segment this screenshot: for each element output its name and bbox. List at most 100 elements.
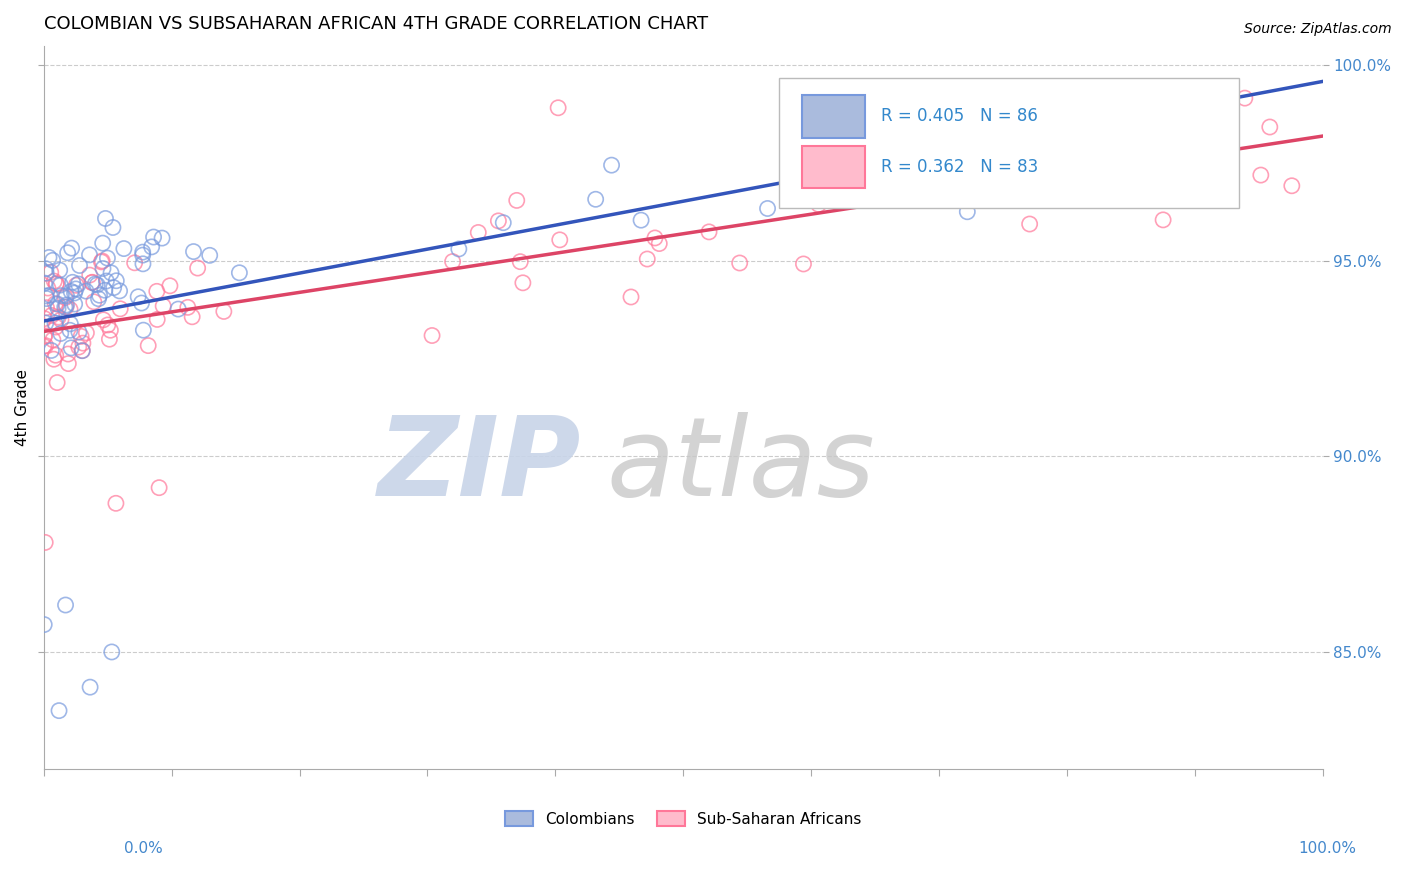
Point [72,336,94,351]
Point [104,496,127,510]
Point [91,254,114,268]
Point [55,289,77,303]
FancyBboxPatch shape [803,95,865,137]
Point [101,220,124,235]
Point [228,266,250,280]
Point [63,297,86,311]
Point [112,242,135,256]
Point [48,704,70,718]
Point [150,231,173,245]
Point [131,245,153,260]
Point [845,145,868,160]
Point [547,101,569,115]
Point [35,301,58,315]
Point [1115,131,1137,145]
Point [44,296,66,310]
Point [1105,82,1128,96]
Point [34,311,56,326]
Text: Source: ZipAtlas.com: Source: ZipAtlas.com [1244,22,1392,37]
Point [41,343,63,358]
Point [35,266,58,280]
Legend: Colombians, Sub-Saharan Africans: Colombians, Sub-Saharan Africans [505,811,862,827]
Text: COLOMBIAN VS SUBSAHARAN AFRICAN 4TH GRADE CORRELATION CHART: COLOMBIAN VS SUBSAHARAN AFRICAN 4TH GRAD… [44,15,709,33]
Point [63,285,86,300]
Point [509,254,531,268]
Point [467,226,489,240]
Point [46,376,69,390]
Point [34,276,56,290]
Point [35,261,58,276]
Point [42,352,65,367]
Point [69,259,91,273]
Point [697,225,720,239]
Point [807,197,830,211]
Point [48,310,70,324]
Point [60,241,83,255]
Point [60,285,83,299]
Point [486,214,509,228]
Point [1146,137,1168,152]
Point [45,277,67,291]
Point [956,150,979,164]
Point [152,299,174,313]
Point [44,316,66,330]
Point [83,294,105,309]
Point [87,292,110,306]
Point [38,251,60,265]
Point [630,213,652,227]
Point [127,290,149,304]
Point [48,263,70,277]
Point [108,284,131,298]
Point [72,343,94,358]
FancyBboxPatch shape [779,78,1240,209]
Point [148,481,170,495]
Point [35,292,58,306]
Point [212,304,235,318]
Point [55,598,77,612]
Point [131,296,153,310]
Point [420,328,443,343]
Point [1233,91,1256,105]
Point [132,257,155,271]
Y-axis label: 4th Grade: 4th Grade [15,369,30,446]
Point [32,339,55,353]
Point [792,257,814,271]
Point [38,288,60,302]
Point [53,300,76,314]
Point [93,313,115,327]
Point [60,341,83,355]
Point [105,274,128,288]
Point [159,278,181,293]
Point [1018,217,1040,231]
Point [956,204,979,219]
Point [756,202,779,216]
Point [39,265,62,279]
Point [65,282,87,296]
Point [98,323,121,337]
Point [55,300,77,314]
Point [620,290,643,304]
Point [37,281,59,295]
Point [51,288,73,302]
Point [585,192,607,206]
Point [941,172,963,186]
Point [1281,178,1303,193]
Point [98,332,121,346]
Point [59,317,82,331]
Point [146,285,169,299]
Point [70,329,93,343]
Point [49,312,72,326]
Point [90,255,112,269]
Point [96,274,118,288]
Point [94,211,117,226]
Point [46,297,69,311]
Point [46,301,69,316]
Point [131,248,153,262]
Point [65,278,87,293]
Point [124,256,146,270]
Point [100,266,122,280]
Point [62,275,84,289]
Point [187,261,209,276]
Point [70,343,93,358]
Point [132,323,155,337]
